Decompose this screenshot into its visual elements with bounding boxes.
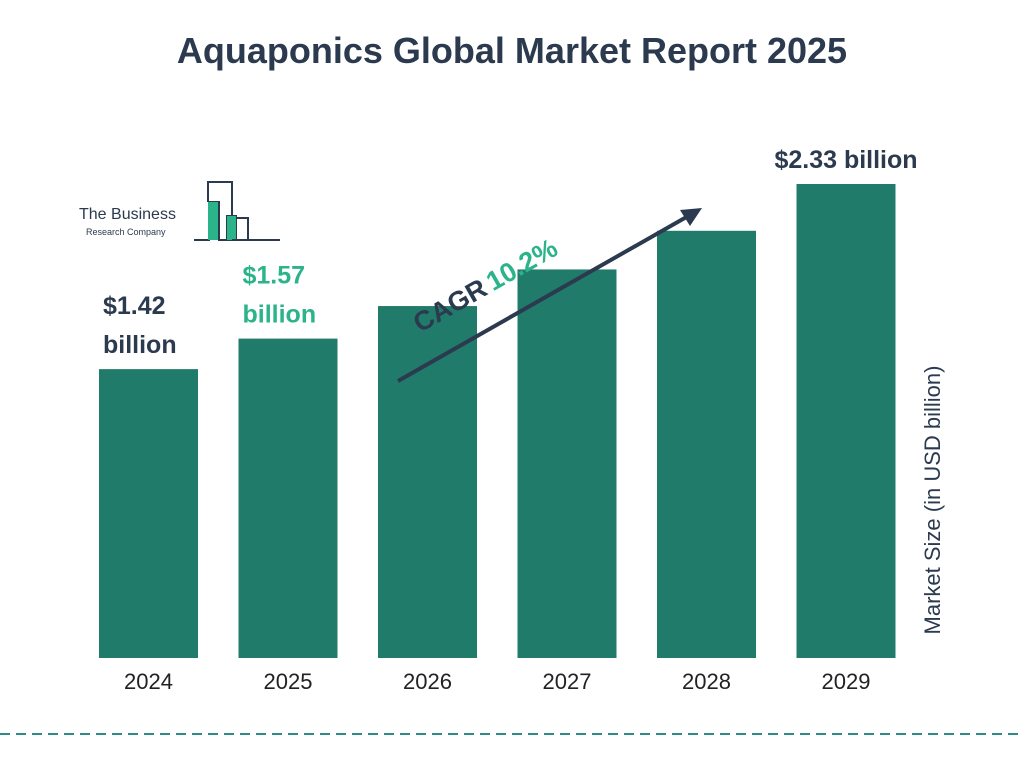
bar-2025	[238, 338, 338, 658]
logo-buildings-icon	[194, 181, 280, 241]
x-tick-label: 2028	[682, 669, 731, 694]
footer-divider	[0, 733, 1024, 735]
logo-text-line1: The Business	[79, 206, 176, 223]
bar-2026	[378, 306, 477, 658]
bar-2029	[796, 184, 896, 658]
y-axis-label: Market Size (in USD billion)	[920, 366, 945, 635]
x-tick-label: 2026	[403, 669, 452, 694]
company-logo: The Business Research Company	[76, 178, 286, 248]
bar-2027	[517, 269, 617, 658]
data-label: billion	[103, 331, 177, 359]
x-tick-label: 2024	[124, 669, 173, 694]
bar-2028	[657, 230, 756, 658]
cagr-arrowhead-icon	[680, 208, 702, 226]
data-label: $1.57	[243, 262, 306, 290]
x-tick-label: 2029	[822, 669, 871, 694]
data-label: $1.42	[103, 292, 166, 320]
x-tick-label: 2025	[264, 669, 313, 694]
cagr-arrow	[397, 213, 691, 383]
bar-2024	[99, 369, 198, 658]
data-label: billion	[243, 301, 317, 329]
x-tick-label: 2027	[543, 669, 592, 694]
chart-title: Aquaponics Global Market Report 2025	[176, 30, 848, 71]
logo-text-line2: Research Company	[86, 227, 166, 237]
data-label: $2.33 billion	[774, 146, 917, 174]
